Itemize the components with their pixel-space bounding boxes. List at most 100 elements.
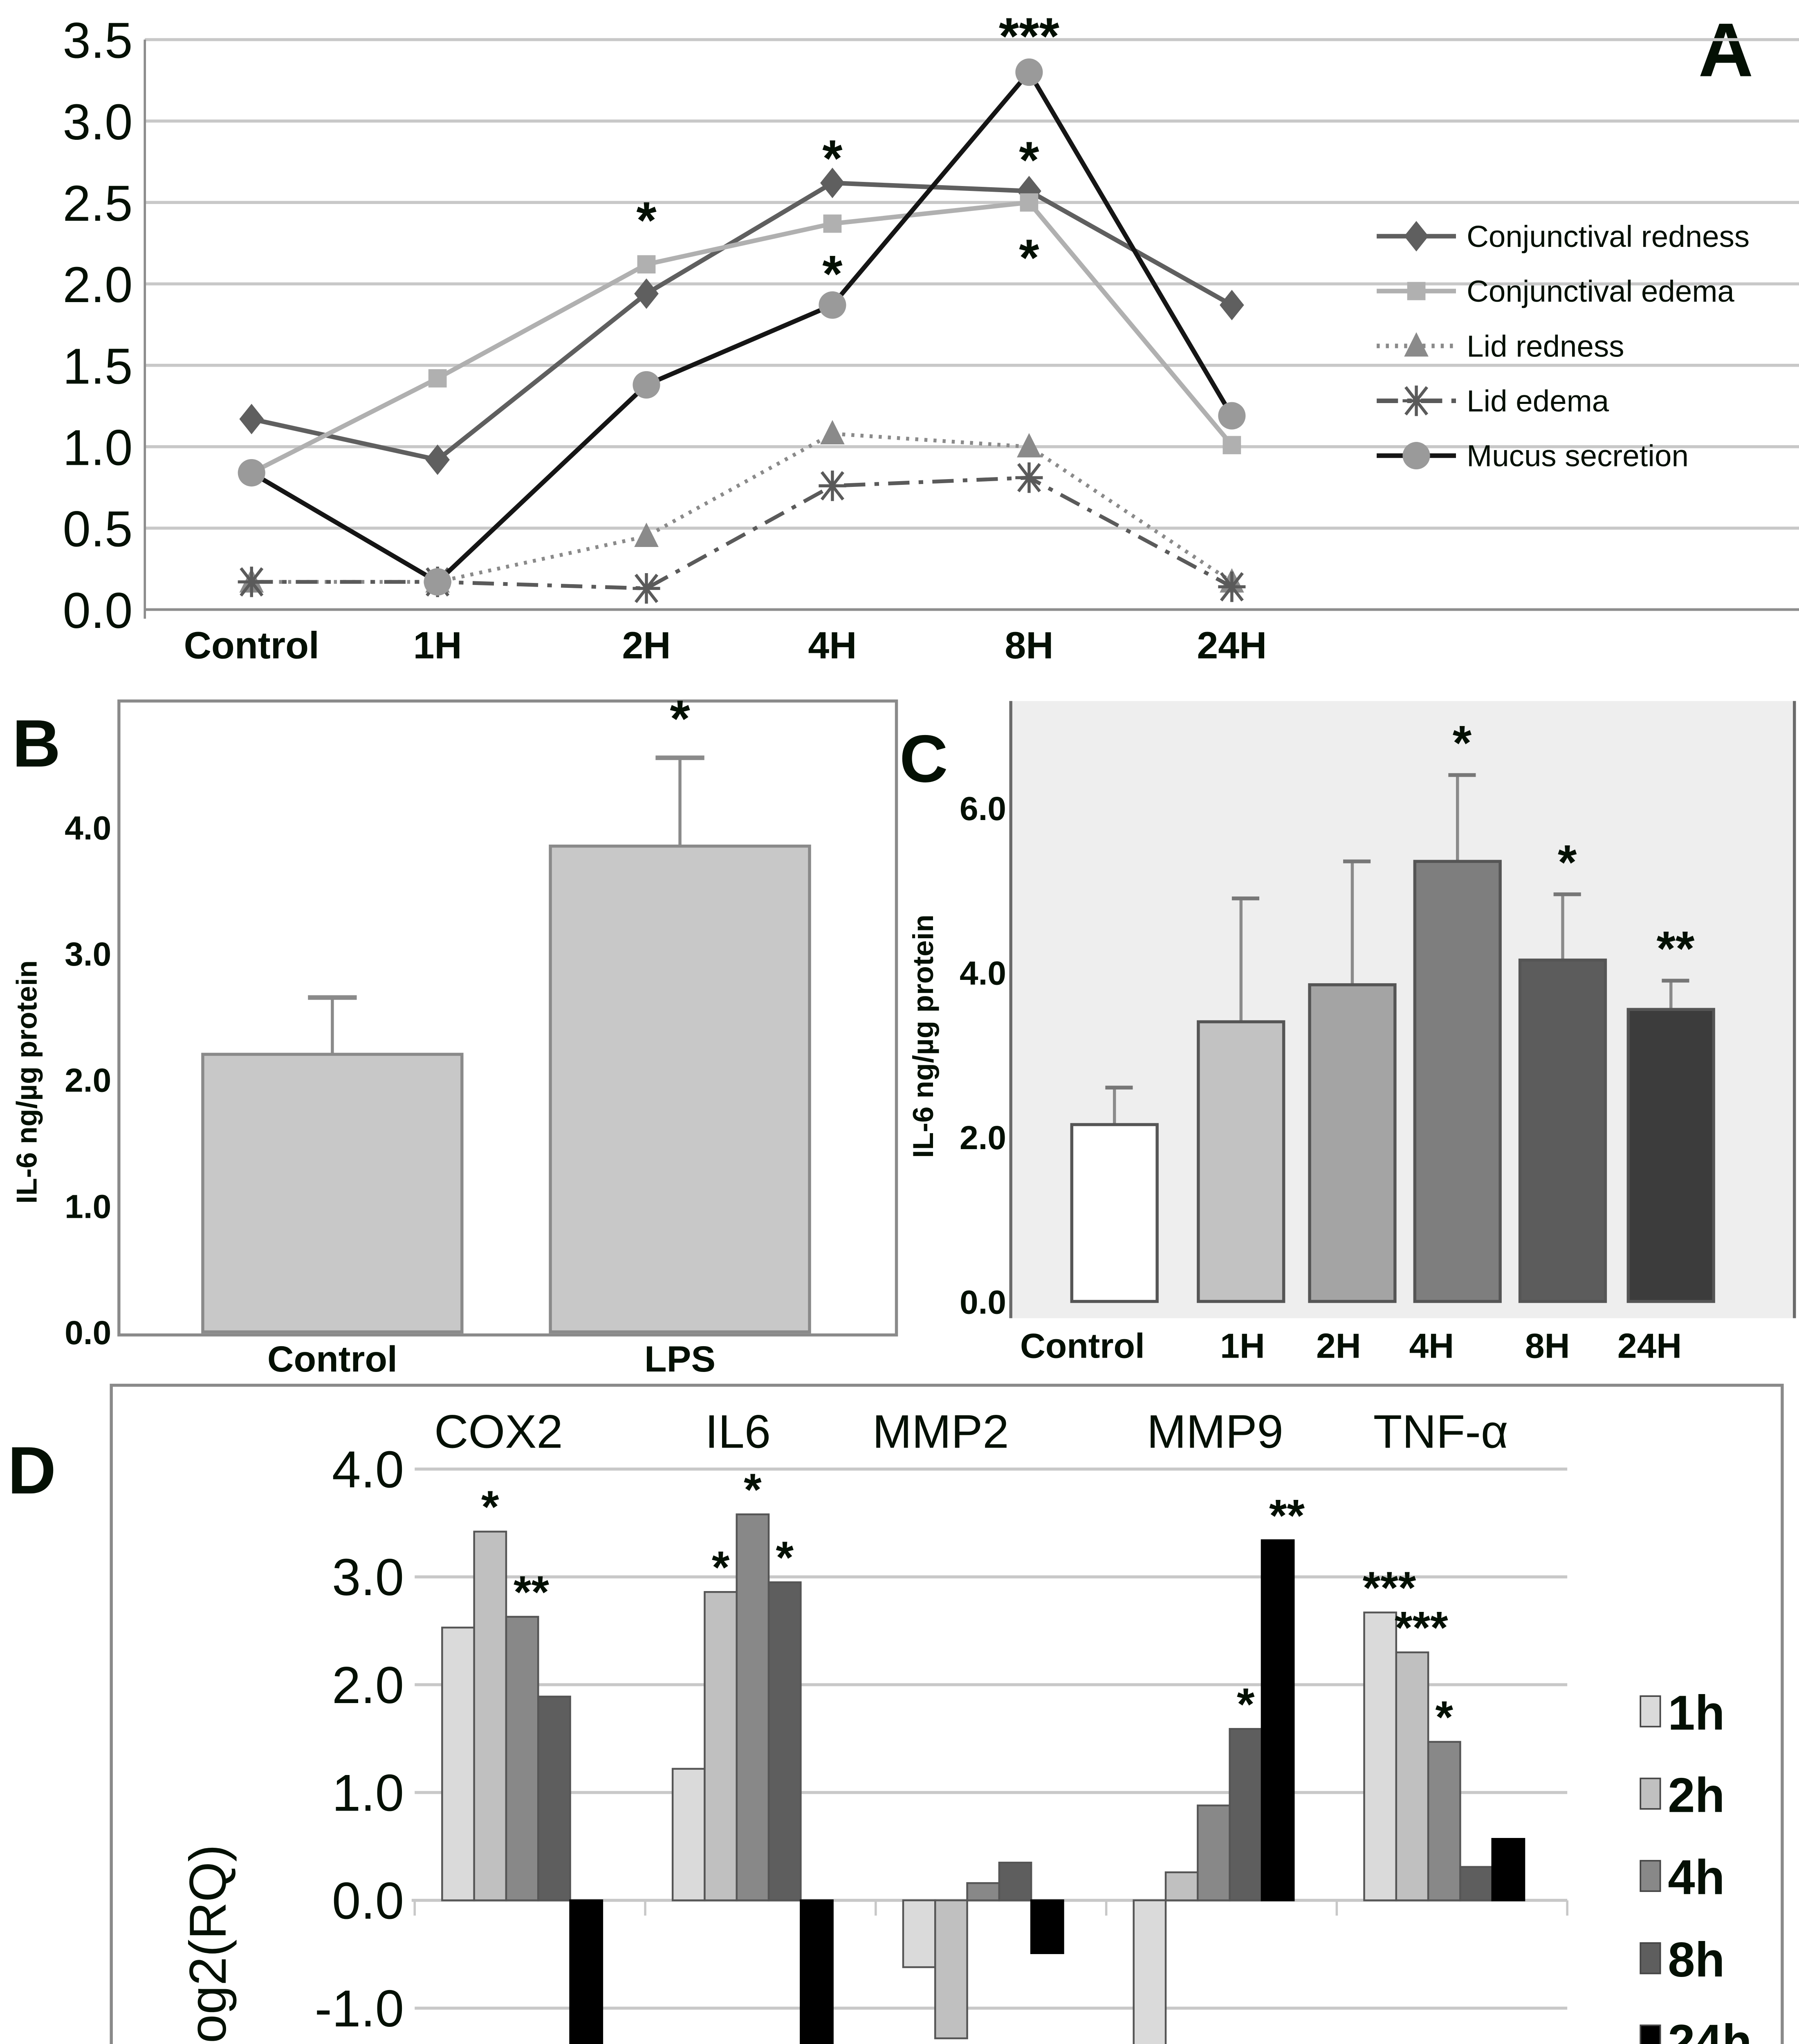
legend-marker-circle (1402, 442, 1430, 470)
y-tick-label: 2.0 (960, 1119, 1006, 1156)
data-point-conjunctival-redness (1220, 289, 1244, 320)
legend-item-lid-edema: Lid edema (1377, 384, 1609, 418)
legend-marker-triangle (1404, 332, 1429, 357)
series-line-mucus-secretion (250, 68, 1234, 585)
legend-item-8h: 8h (1640, 1933, 1725, 1987)
legend-label: Lid redness (1467, 329, 1624, 363)
y-tick-label: 3.5 (63, 13, 132, 69)
bar-tnf-24h (1491, 1838, 1525, 1901)
bar-2h (1308, 983, 1397, 1303)
legend-label: Conjunctival edema (1467, 274, 1734, 308)
significance-marker: * (1558, 835, 1577, 890)
panel-label-c: C (900, 721, 948, 796)
panel-d-frame (110, 1383, 1784, 2044)
legend-marker-diamond (1404, 221, 1429, 252)
bar-mmp9-4h (1197, 1804, 1231, 1901)
x-tick-label: LPS (644, 1338, 716, 1379)
bar-mmp2-24h (1030, 1899, 1064, 1954)
series-conjunctival-redness (239, 168, 1244, 475)
data-point-lid-edema (633, 573, 660, 604)
significance-marker: * (1237, 1679, 1255, 1730)
y-tick-label: 0.0 (65, 1314, 111, 1351)
data-point-mucus-secretion (819, 291, 846, 319)
significance-marker: * (822, 129, 843, 187)
bar-il6-4h (736, 1513, 770, 1901)
significance-marker: * (670, 690, 690, 748)
x-tick-label: Control (267, 1338, 397, 1379)
legend-label: Conjunctival redness (1467, 220, 1750, 253)
significance-marker: * (636, 191, 657, 249)
series-line-lid-redness (251, 432, 1233, 584)
bar-4h (1413, 860, 1502, 1303)
bar-tnf-2h (1395, 1651, 1429, 1901)
bar-control (1070, 1123, 1159, 1303)
x-tick-label: Control (1020, 1326, 1145, 1365)
significance-marker: * (481, 1481, 499, 1532)
legend-item-mucus-secretion: Mucus secretion (1377, 439, 1689, 473)
data-point-conjunctival-redness (820, 168, 845, 198)
legend-label: 24h (1668, 2015, 1752, 2044)
legend-marker-asterisk (1402, 385, 1430, 416)
y-tick-label: 4.0 (960, 955, 1006, 992)
data-point-mucus-secretion (238, 459, 265, 487)
legend-swatch (1640, 1777, 1661, 1810)
x-tick-label: 24H (1617, 1326, 1682, 1365)
panel-b-ylabel: IL-6 ng/µg protein (11, 960, 43, 1204)
y-tick-label: -1.0 (315, 1979, 404, 2037)
bar-cox2-8h (537, 1695, 571, 1901)
legend-item-1h: 1h (1640, 1686, 1725, 1740)
bar-mmp2-2h (934, 1899, 968, 2040)
data-point-lid-edema (819, 471, 846, 501)
legend-label: 2h (1668, 1768, 1725, 1822)
panel-label-d: D (8, 1432, 56, 1508)
y-tick-label: 0.5 (63, 502, 132, 558)
data-point-lid-edema (1015, 462, 1043, 493)
bar-lps (549, 845, 811, 1334)
bar-cox2-24h (569, 1899, 603, 2044)
bar-control (201, 1053, 464, 1334)
y-tick-label: 0.0 (332, 1871, 404, 1930)
significance-marker: * (822, 245, 843, 303)
bar-tnf-1h (1363, 1611, 1397, 1901)
x-tick-label: 2H (622, 624, 671, 666)
y-tick-label: 1.5 (63, 338, 132, 394)
series-line-conjunctival-redness (251, 180, 1233, 462)
significance-marker: ** (514, 1567, 550, 1618)
data-point-conjunctival-edema (1020, 193, 1039, 212)
data-point-conjunctival-redness (425, 444, 450, 475)
panel-b-bar-chart: B IL-6 ng/µg protein 0.0 1.0 2.0 3.0 4.0 * C… (11, 690, 898, 1379)
y-tick-label: 2.0 (65, 1062, 111, 1099)
legend-swatch (1640, 1695, 1661, 1728)
legend-swatch (1640, 2024, 1661, 2044)
significance-marker: * (1453, 716, 1472, 771)
legend-item-conjunctival-redness: Conjunctival redness (1377, 220, 1750, 253)
data-point-lid-edema (238, 567, 265, 597)
legend-label: Lid edema (1467, 384, 1609, 418)
series-line-lid-edema (251, 475, 1233, 591)
legend-label: Mucus secretion (1467, 439, 1689, 473)
y-tick-label: 4.0 (332, 1440, 404, 1498)
bar-tnf-8h (1459, 1866, 1493, 1901)
bar-tnf-4h (1427, 1741, 1461, 1901)
data-point-mucus-secretion (424, 568, 451, 596)
data-point-lid-redness (634, 522, 659, 547)
bar-cox2-4h (505, 1616, 539, 1901)
panel-label-b: B (12, 706, 61, 781)
y-tick-label: 1.0 (63, 420, 132, 476)
category-label: MMP2 (873, 1405, 1009, 1458)
significance-marker: *** (999, 7, 1060, 65)
panel-d-bar-chart: D Log2(RQ) COX2 IL6 MMP2 MMP9 TNF-α 4.0 3.0 2.… (8, 1383, 1784, 2044)
series-line-conjunctival-edema (250, 200, 1234, 475)
panel-b-frame (117, 699, 898, 1337)
data-point-mucus-secretion (1015, 58, 1043, 86)
bar-8h (1518, 958, 1607, 1303)
legend-label: 4h (1668, 1851, 1725, 1905)
data-point-conjunctival-edema (1223, 436, 1241, 455)
data-point-conjunctival-edema (428, 369, 447, 388)
panel-label-a: A (1698, 7, 1754, 92)
significance-marker: * (744, 1464, 762, 1515)
data-point-mucus-secretion (1218, 402, 1246, 430)
x-tick-label: 1H (1220, 1326, 1265, 1365)
x-tick-label: 4H (808, 624, 857, 666)
bar-mmp2-1h (902, 1899, 936, 1968)
